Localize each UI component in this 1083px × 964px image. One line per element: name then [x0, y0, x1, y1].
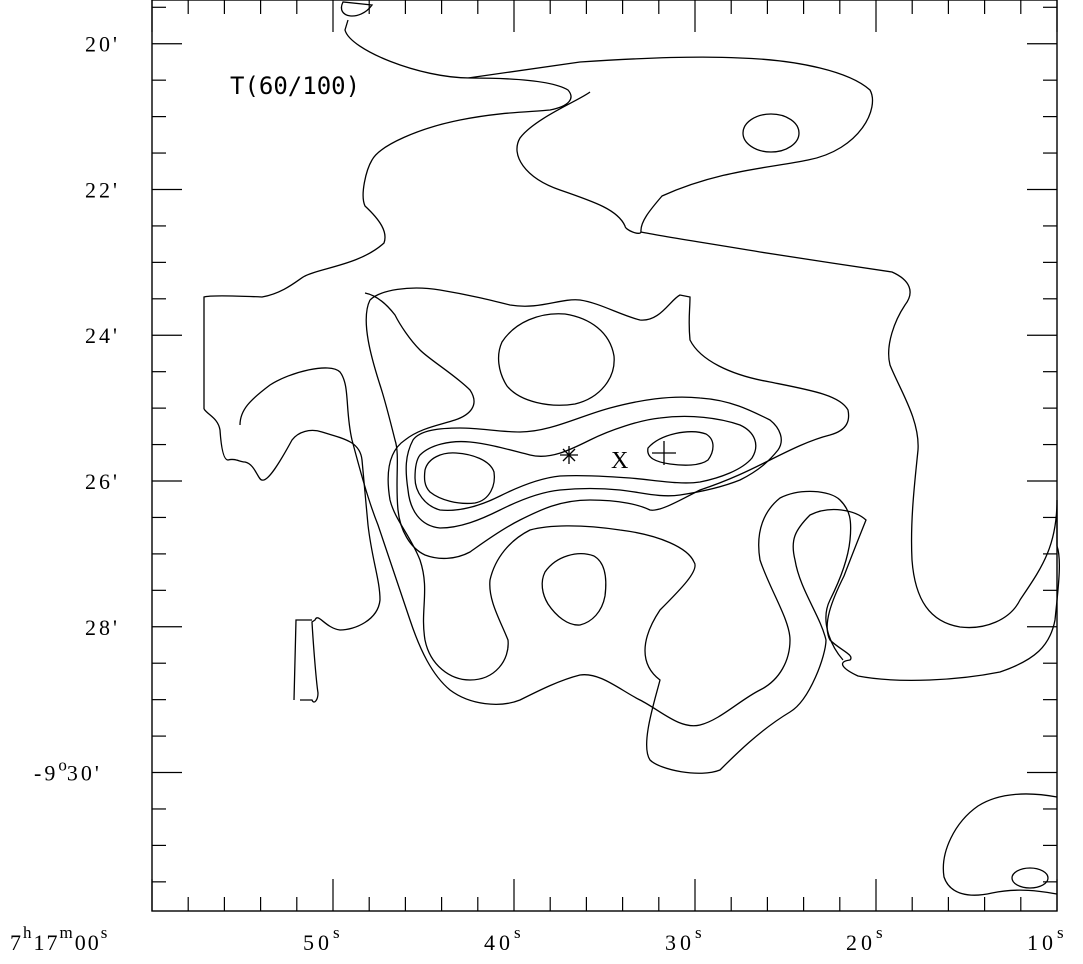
contour-upper-right-peak	[742, 113, 800, 153]
contour-outer	[340, 1, 374, 17]
y-tick-label: 26'	[85, 469, 120, 494]
star-marker	[560, 446, 578, 464]
x-tick-label-part: h	[23, 923, 34, 942]
chart-title: T(60/100)	[230, 72, 360, 100]
contour-level-5	[414, 415, 757, 512]
x-axis-ticks	[151, 0, 1058, 911]
x-tick-label: 30s	[665, 923, 702, 955]
y-tick-label: 24'	[85, 323, 120, 348]
markers: X	[560, 441, 676, 474]
x-tick-label-value: 50	[303, 930, 333, 955]
x-tick-label: 40s	[484, 923, 521, 955]
contour-lower-peak	[541, 553, 607, 626]
x-tick-label-value: 30	[665, 930, 695, 955]
x-tick-label-part: s	[101, 923, 110, 942]
x-tick-label-unit: s	[1057, 923, 1064, 942]
x-axis-tick-labels: 7h17m00s 50s 40s 30s 20s 10s	[10, 923, 1064, 955]
contour-level-4	[405, 396, 782, 529]
x-tick-label-unit: s	[514, 923, 521, 942]
contour-level-3	[365, 287, 850, 560]
x-tick-label-unit: s	[333, 923, 340, 942]
x-tick-label: 20s	[846, 923, 883, 955]
x-tick-label: 7h17m00s	[10, 923, 109, 955]
x-tick-label-value: 10	[1027, 930, 1057, 955]
plus-marker	[652, 441, 676, 465]
contour-left-lobe	[203, 408, 381, 703]
y-tick-label: 22'	[85, 177, 120, 202]
x-tick-label-value: 40	[484, 930, 514, 955]
y-tick-label-min: 30'	[67, 761, 102, 786]
y-tick-label: -9o30'	[34, 756, 102, 786]
x-tick-label-value: 20	[846, 930, 876, 955]
plot-frame	[151, 0, 1058, 912]
contour-main-level-1b	[364, 231, 1061, 774]
y-tick-label: 28'	[85, 615, 120, 640]
x-tick-label: 10s	[1027, 923, 1064, 955]
contour-lower-right-peak	[1011, 867, 1049, 889]
x-tick-label-part: m	[60, 923, 75, 942]
contour-lines	[203, 1, 1061, 896]
x-tick-label-unit: s	[876, 923, 883, 942]
x-tick-label-part: 17	[34, 930, 60, 955]
y-axis-tick-labels: 20' 22' 24' 26' 28' -9o30'	[34, 32, 120, 786]
y-tick-label-deg: -9	[34, 761, 58, 786]
x-tick-label: 50s	[303, 923, 340, 955]
x-marker-label: X	[611, 448, 628, 474]
contour-mid-peak	[497, 313, 615, 406]
x-tick-label-unit: s	[695, 923, 702, 942]
contour-peak-right	[647, 431, 714, 466]
y-axis-ticks	[152, 6, 1057, 883]
contour-level-2	[239, 367, 852, 727]
y-tick-label-unit: o	[58, 756, 67, 775]
contour-lower-right-outer	[942, 793, 1058, 896]
x-tick-label-part: 00	[75, 930, 101, 955]
y-tick-label: 20'	[85, 32, 120, 57]
x-tick-label-part: 7	[10, 930, 23, 955]
contour-main-level-1	[203, 19, 874, 409]
contour-peak-left	[423, 452, 496, 505]
